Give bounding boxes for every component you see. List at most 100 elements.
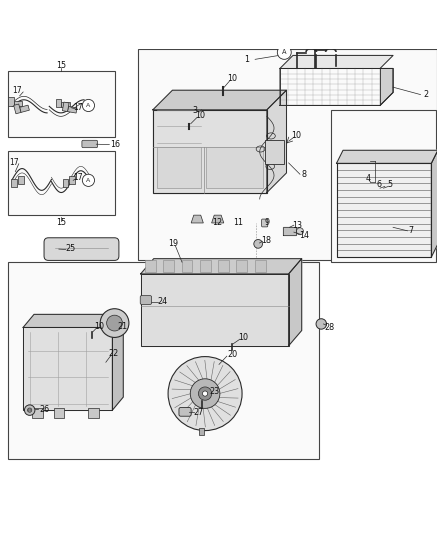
- Text: 6: 6: [376, 180, 381, 189]
- Text: 23: 23: [210, 387, 220, 397]
- Circle shape: [202, 391, 208, 396]
- Text: 3: 3: [193, 106, 198, 115]
- Text: 10: 10: [291, 131, 301, 140]
- Polygon shape: [380, 68, 393, 106]
- Bar: [8, 151, 116, 215]
- Bar: [336, 163, 431, 257]
- Polygon shape: [289, 259, 302, 346]
- Text: 9: 9: [264, 219, 269, 228]
- Bar: [254, 260, 265, 272]
- Bar: [8, 71, 116, 137]
- Bar: [62, 102, 69, 111]
- Bar: [23, 327, 113, 410]
- Text: 19: 19: [168, 239, 178, 248]
- Text: 16: 16: [110, 140, 120, 149]
- FancyBboxPatch shape: [140, 296, 152, 304]
- Bar: [182, 260, 192, 272]
- Circle shape: [100, 309, 129, 337]
- Circle shape: [106, 315, 123, 331]
- Text: 18: 18: [261, 236, 271, 245]
- Bar: [67, 107, 77, 113]
- Text: 13: 13: [292, 221, 302, 230]
- Text: 17: 17: [9, 158, 18, 166]
- Polygon shape: [113, 314, 123, 410]
- Text: 17: 17: [13, 86, 22, 95]
- Bar: [32, 408, 43, 418]
- Bar: [199, 427, 204, 435]
- Polygon shape: [336, 150, 438, 163]
- Text: 25: 25: [65, 244, 75, 253]
- Bar: [56, 99, 61, 107]
- Circle shape: [25, 405, 35, 415]
- Circle shape: [82, 174, 95, 187]
- Bar: [8, 97, 14, 106]
- Bar: [20, 105, 29, 112]
- Circle shape: [82, 99, 95, 111]
- Polygon shape: [267, 90, 286, 192]
- Bar: [88, 408, 99, 418]
- Polygon shape: [23, 327, 113, 410]
- Polygon shape: [283, 228, 297, 235]
- Bar: [69, 176, 74, 184]
- Text: 2: 2: [423, 90, 428, 99]
- Text: 15: 15: [57, 61, 67, 70]
- Polygon shape: [431, 150, 438, 257]
- Polygon shape: [336, 163, 431, 257]
- Bar: [53, 408, 64, 418]
- FancyBboxPatch shape: [82, 140, 98, 148]
- Text: 1: 1: [244, 55, 249, 64]
- Circle shape: [198, 387, 212, 400]
- Polygon shape: [153, 110, 267, 192]
- Text: 22: 22: [109, 349, 119, 358]
- Text: 8: 8: [301, 169, 306, 179]
- Text: 17: 17: [73, 103, 83, 112]
- Bar: [18, 176, 24, 184]
- Text: 21: 21: [117, 322, 127, 331]
- Text: 15: 15: [57, 219, 67, 228]
- Polygon shape: [280, 55, 393, 68]
- Bar: [8, 262, 319, 459]
- Bar: [237, 260, 247, 272]
- Bar: [11, 179, 17, 187]
- Bar: [141, 274, 289, 346]
- Circle shape: [254, 239, 262, 248]
- Bar: [206, 147, 263, 188]
- Bar: [138, 49, 437, 260]
- Polygon shape: [212, 215, 224, 223]
- Polygon shape: [141, 259, 302, 274]
- Bar: [145, 260, 156, 272]
- Text: 10: 10: [94, 322, 104, 331]
- Circle shape: [316, 319, 326, 329]
- Text: A: A: [86, 103, 91, 108]
- Polygon shape: [141, 274, 289, 346]
- Text: 14: 14: [299, 231, 309, 240]
- Polygon shape: [23, 314, 123, 327]
- Text: 17: 17: [73, 173, 83, 182]
- Bar: [265, 140, 284, 164]
- Text: A: A: [282, 50, 286, 55]
- Bar: [280, 68, 380, 106]
- Bar: [163, 260, 174, 272]
- Bar: [218, 260, 229, 272]
- Circle shape: [297, 228, 304, 235]
- Text: 26: 26: [39, 405, 49, 414]
- Text: 4: 4: [366, 174, 371, 183]
- FancyBboxPatch shape: [44, 238, 119, 261]
- Circle shape: [190, 379, 220, 408]
- Circle shape: [277, 45, 291, 59]
- Text: 28: 28: [324, 323, 334, 332]
- Bar: [200, 260, 211, 272]
- Text: 12: 12: [212, 219, 223, 228]
- Text: 5: 5: [387, 180, 392, 189]
- Text: 10: 10: [195, 110, 205, 119]
- Text: 7: 7: [409, 227, 414, 235]
- Bar: [331, 110, 436, 262]
- Text: 10: 10: [227, 74, 237, 83]
- Text: 27: 27: [194, 408, 204, 417]
- Bar: [61, 102, 70, 107]
- Text: 10: 10: [238, 333, 248, 342]
- Text: 24: 24: [157, 297, 167, 306]
- FancyBboxPatch shape: [261, 219, 268, 227]
- Polygon shape: [153, 90, 286, 110]
- Bar: [14, 104, 21, 114]
